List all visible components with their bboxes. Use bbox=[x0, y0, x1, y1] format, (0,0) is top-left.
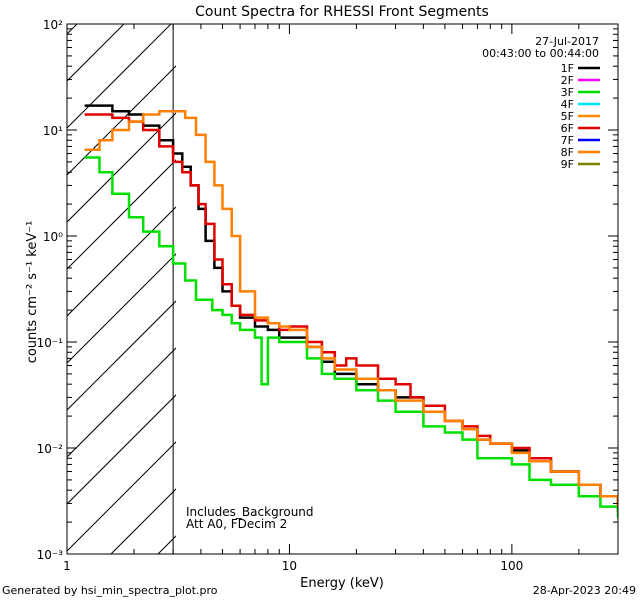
series-6F bbox=[84, 113, 618, 507]
hatched-low-energy-region bbox=[67, 24, 176, 554]
y-tick-label: 10⁰ bbox=[43, 230, 63, 244]
annotation-background: Includes_Background bbox=[186, 505, 314, 519]
y-tick-label: 10⁻³ bbox=[37, 548, 64, 562]
hatch-line bbox=[67, 253, 176, 364]
legend-label-2F: 2F bbox=[561, 74, 574, 87]
y-tick-label: 10¹ bbox=[43, 124, 63, 138]
y-axis-label: counts cm⁻² s⁻¹ keV⁻¹ bbox=[25, 221, 40, 364]
hatch-line bbox=[67, 347, 176, 458]
x-tick-label: 1 bbox=[63, 559, 71, 573]
legend-label-7F: 7F bbox=[561, 134, 574, 147]
x-tick-label: 100 bbox=[500, 559, 523, 573]
hatch-line bbox=[67, 300, 176, 411]
series-3F bbox=[84, 156, 618, 518]
series-8F bbox=[84, 110, 618, 507]
x-axis-label: Energy (keV) bbox=[300, 576, 384, 591]
generated-by-footer: Generated by hsi_min_spectra_plot.pro bbox=[2, 584, 218, 597]
legend-label-4F: 4F bbox=[561, 98, 574, 111]
legend-label-6F: 6F bbox=[561, 122, 574, 135]
hatch-line bbox=[67, 159, 176, 270]
legend-label-5F: 5F bbox=[561, 110, 574, 123]
legend-label-3F: 3F bbox=[561, 86, 574, 99]
hatch-line bbox=[67, 441, 176, 552]
hatch-line bbox=[67, 206, 176, 317]
hatch-line bbox=[67, 394, 176, 505]
plot-frame bbox=[66, 23, 619, 555]
time-range-label: 00:43:00 to 00:44:00 bbox=[482, 47, 599, 60]
y-tick-label: 10⁻² bbox=[37, 442, 64, 456]
hatch-line bbox=[67, 24, 172, 129]
y-tick-label: 10² bbox=[43, 18, 63, 32]
y-tick-label: 10⁻¹ bbox=[37, 336, 64, 350]
hatch-line bbox=[67, 24, 78, 35]
timestamp-footer: 28-Apr-2023 20:49 bbox=[533, 584, 636, 597]
hatch-line bbox=[67, 65, 176, 176]
date-label: 27-Jul-2017 bbox=[535, 35, 599, 48]
x-tick-label: 10 bbox=[282, 559, 297, 573]
legend-label-8F: 8F bbox=[561, 146, 574, 159]
hatch-line bbox=[67, 24, 125, 82]
chart-title: Count Spectra for RHESSI Front Segments bbox=[195, 4, 489, 20]
annotation-attenuator: Att A0, FDecim 2 bbox=[186, 517, 287, 531]
legend-label-9F: 9F bbox=[561, 158, 574, 171]
legend-label-1F: 1F bbox=[561, 62, 574, 75]
series-1F bbox=[84, 104, 618, 512]
